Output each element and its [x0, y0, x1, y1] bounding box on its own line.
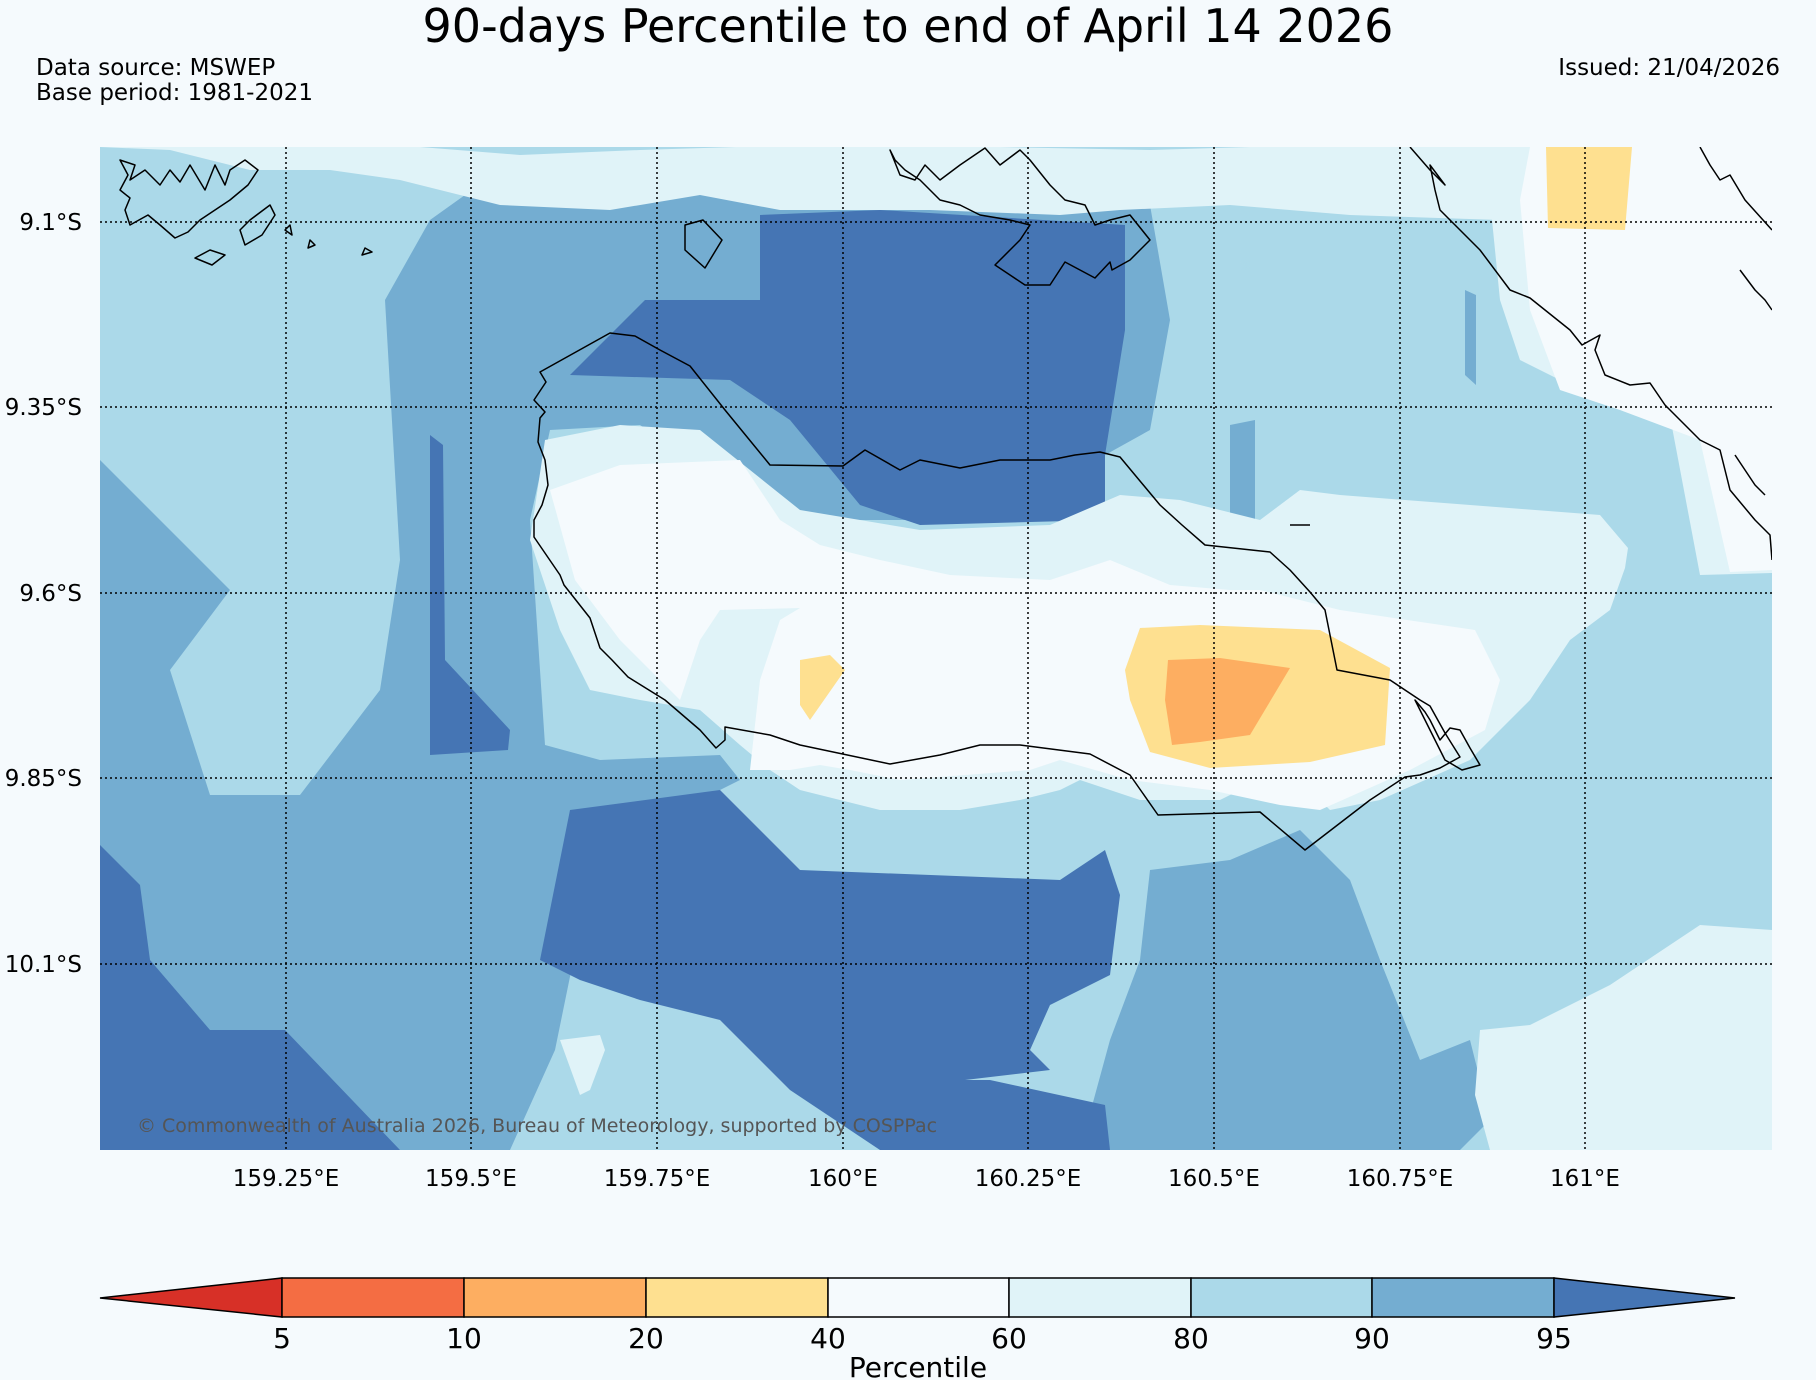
- graticule: [100, 147, 1772, 1150]
- lat-label-9-85: 9.85°S: [5, 766, 82, 792]
- coast-nw-small1: [194, 249, 226, 266]
- coast-ne-islands: [889, 147, 1151, 286]
- colorbar-tick-80: 80: [1173, 1322, 1209, 1355]
- fill-40-60-spot1: [560, 500, 645, 550]
- colorbar-segment-80-90: [1190, 1277, 1373, 1318]
- colorbar-tick-20: 20: [628, 1322, 664, 1355]
- fill-gt95-strip: [430, 435, 510, 755]
- colorbar-tick-95: 95: [1536, 1322, 1572, 1355]
- coast-east-land2: [1699, 147, 1772, 231]
- colorbar-segment-90-95: [1371, 1277, 1555, 1318]
- issued-date: Issued: 21/04/2026: [1558, 55, 1780, 81]
- latitude-labels: 9.1°S 9.35°S 9.6°S 9.85°S 10.1°S: [5, 210, 82, 978]
- fill-60-80-south: [1475, 925, 1772, 1150]
- colorbar-tick-10: 10: [446, 1322, 482, 1355]
- colorbar-tick-60: 60: [991, 1322, 1027, 1355]
- colorbar-segment-lt5: [99, 1277, 283, 1318]
- lat-label-9-1: 9.1°S: [19, 210, 82, 236]
- colorbar-segment-60-80: [1008, 1277, 1192, 1318]
- coast-main-island: [533, 332, 1461, 851]
- lat-label-9-6: 9.6°S: [19, 581, 82, 607]
- coastlines: [119, 147, 1772, 851]
- lon-label-160: 160°E: [808, 1166, 878, 1192]
- map-title: 90-days Percentile to end of April 14 20…: [422, 0, 1394, 53]
- colorbar: [99, 1277, 1736, 1318]
- precip-percentile-map: [100, 147, 1772, 1150]
- coast-nw-small2: [239, 204, 276, 246]
- coast-north-islands: [119, 159, 259, 239]
- coast-nw-small3: [284, 224, 293, 236]
- colorbar-segment-20-40: [645, 1277, 829, 1318]
- coast-nw-small5: [361, 247, 373, 256]
- fill-40-60-spot2: [700, 515, 735, 533]
- fill-gt95-south: [540, 790, 1120, 1150]
- colorbar-tick-90: 90: [1354, 1322, 1390, 1355]
- lon-label-160-25: 160.25°E: [975, 1166, 1082, 1192]
- coast-east-land: [1409, 147, 1772, 561]
- coast-center-islet: [684, 219, 723, 269]
- longitude-labels: 159.25°E 159.5°E 159.75°E 160°E 160.25°E…: [233, 1166, 1620, 1192]
- coast-east-land3: [1739, 269, 1772, 311]
- fill-40-60-east: [1520, 147, 1772, 572]
- fill-60-80-blob: [560, 1035, 605, 1095]
- fill-10-20-center: [1165, 658, 1290, 745]
- colorbar-tick-5: 5: [273, 1322, 291, 1355]
- coast-south-tip: [1414, 699, 1481, 771]
- colorbar-segment-10-20: [463, 1277, 647, 1318]
- colorbar-tick-40: 40: [810, 1322, 846, 1355]
- lon-label-159-75: 159.75°E: [604, 1166, 711, 1192]
- fill-20-40-ne: [1546, 147, 1632, 230]
- coast-nw-small4: [307, 239, 316, 249]
- data-source-text: Data source: MSWEP: [36, 55, 276, 81]
- lon-label-160-75: 160.75°E: [1347, 1166, 1454, 1192]
- fill-gt95-north: [570, 210, 1125, 525]
- data-source-info: Data source: MSWEP Base period: 1981-202…: [36, 56, 313, 106]
- fill-gt95-southwest: [100, 845, 400, 1150]
- colorbar-segment-gt95: [1553, 1277, 1736, 1318]
- colorbar-title: Percentile: [849, 1351, 987, 1380]
- lon-label-160-5: 160.5°E: [1168, 1166, 1260, 1192]
- coast-east-reef: [1734, 454, 1766, 496]
- lat-label-10-1: 10.1°S: [5, 952, 82, 978]
- copyright-notice: © Commonwealth of Australia 2026, Bureau…: [137, 1115, 937, 1137]
- fill-90-95-east: [1080, 830, 1490, 1150]
- fill-60-80-north: [100, 147, 1625, 220]
- colorbar-segment-5-10: [281, 1277, 465, 1318]
- colorbar-ticks: 5 10 20 40 60 80 90 95: [273, 1322, 1572, 1355]
- lon-label-159-5: 159.5°E: [425, 1166, 517, 1192]
- fill-20-40-west: [800, 655, 845, 720]
- colorbar-segment-40-60: [827, 1277, 1010, 1318]
- lat-label-9-35: 9.35°S: [5, 395, 82, 421]
- fill-90-95-small: [1230, 420, 1255, 520]
- lon-label-161: 161°E: [1550, 1166, 1620, 1192]
- fill-90-95-small2: [1465, 290, 1476, 385]
- base-period-text: Base period: 1981-2021: [36, 80, 314, 106]
- lon-label-159-25: 159.25°E: [233, 1166, 340, 1192]
